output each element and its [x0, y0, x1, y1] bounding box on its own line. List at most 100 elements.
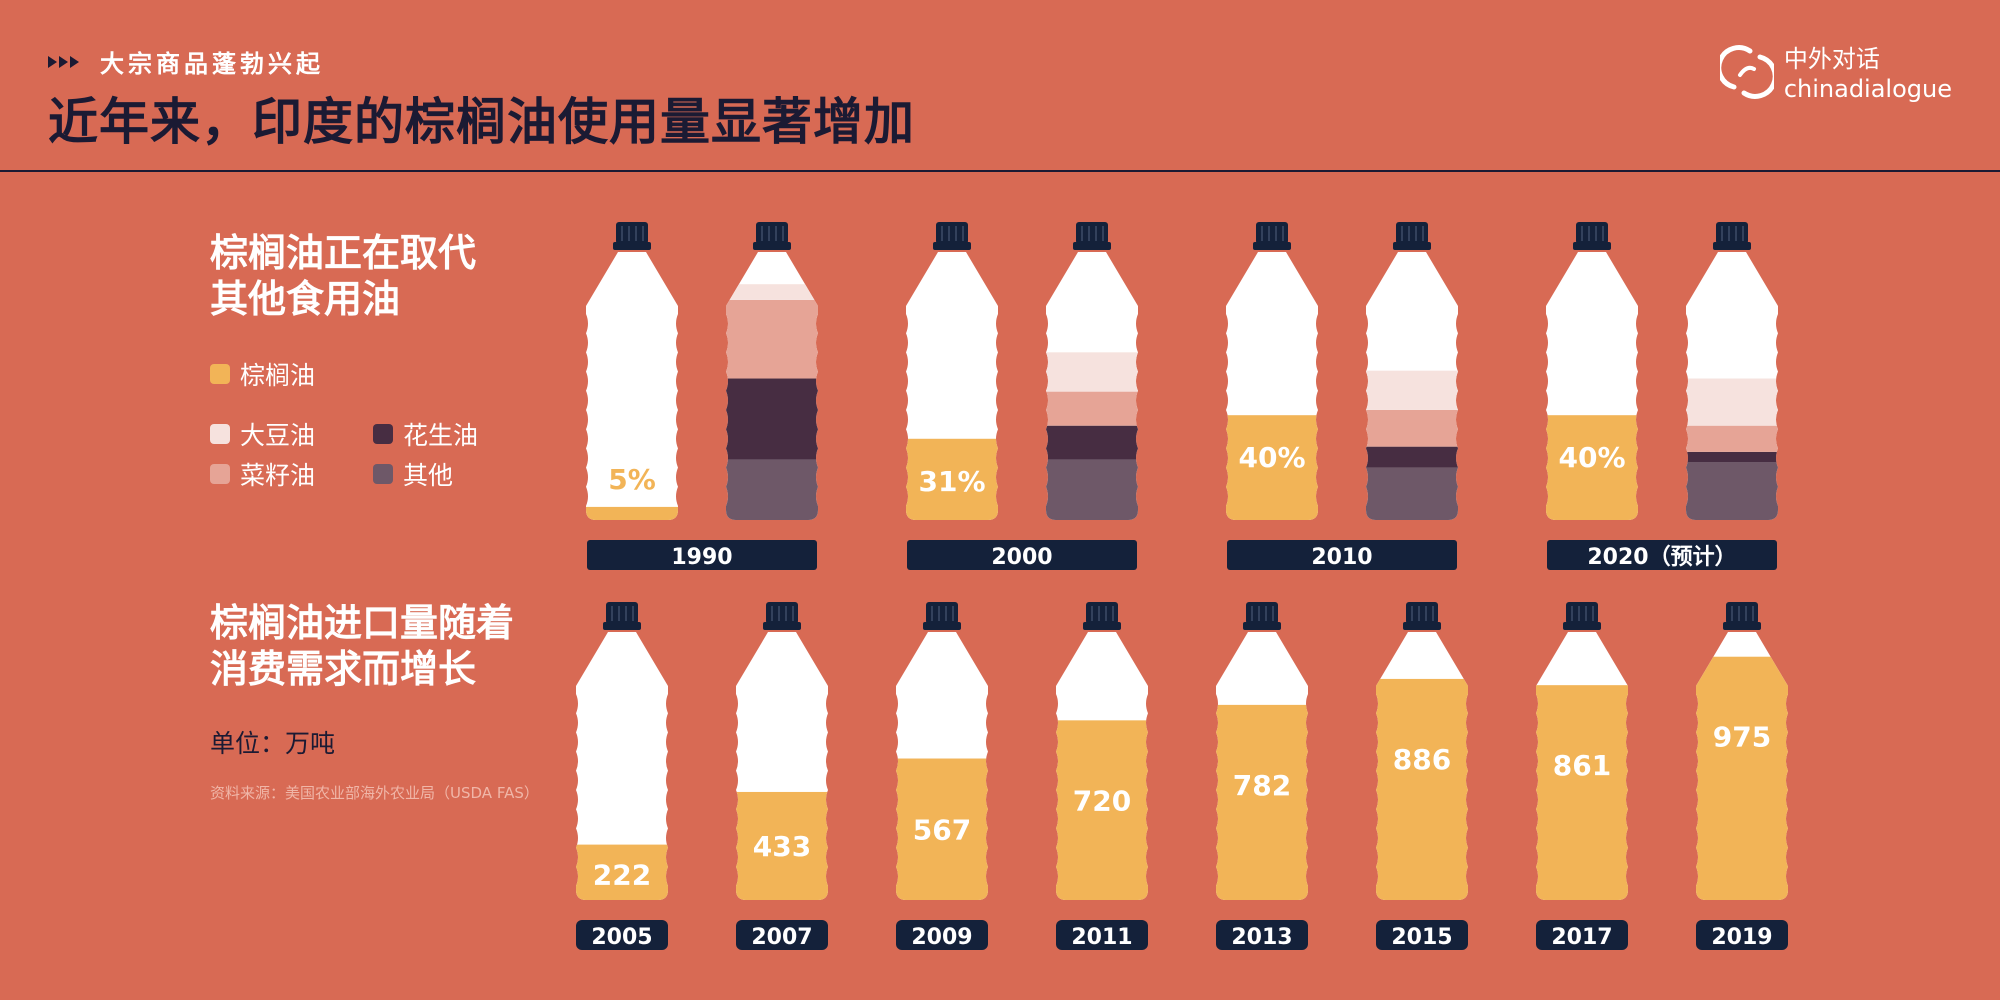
legend-peanut-label: 花生油	[403, 421, 479, 450]
import-year-label-4: 2013	[1231, 925, 1292, 950]
import-year-tag-1	[736, 920, 828, 950]
import-bottle-7-contents	[1696, 656, 1788, 900]
others-bottle-1-cap	[1076, 222, 1108, 244]
kicker-text: 大宗商品蓬勃兴起	[100, 50, 324, 78]
import-year-tag-7	[1696, 920, 1788, 950]
import-year-label-3: 2011	[1071, 925, 1132, 950]
others-bottle-3-cap-ring	[1713, 242, 1751, 250]
brand-logo[interactable]: 中外对话 chinadialogue	[1716, 44, 1952, 104]
others-bottle-2-contents	[1366, 370, 1458, 520]
others-bottle-0-cap	[756, 222, 788, 244]
import-value-5: 886	[1393, 743, 1451, 776]
year-label-3: 2020（预计）	[1587, 545, 1736, 570]
legend-palm: 棕榈油	[210, 356, 315, 392]
legend-peanut: 花生油	[373, 416, 478, 452]
other-swatch	[373, 464, 393, 484]
legend-soy-label: 大豆油	[240, 421, 316, 450]
import-bottle-1-cap-ring	[763, 622, 801, 630]
legend-soy: 大豆油	[210, 416, 315, 452]
others-bottle-0-contents	[726, 284, 818, 520]
import-fill-3	[1056, 720, 1148, 900]
legend-other-label: 其他	[403, 461, 454, 490]
import-value-1: 433	[753, 830, 811, 863]
import-bottle-3-cap	[1086, 602, 1118, 624]
share-bottle-0-contents	[586, 506, 678, 520]
layer-soy-0	[726, 284, 818, 300]
share-bottle-2-cap	[1256, 222, 1288, 244]
import-bottle-0-body	[576, 632, 668, 900]
layer-soy-2	[1366, 370, 1458, 410]
palm-share-label-1: 31%	[918, 465, 985, 498]
layer-soy-3	[1686, 378, 1778, 426]
kicker: 大宗商品蓬勃兴起	[48, 44, 324, 79]
import-year-label-7: 2019	[1711, 925, 1772, 950]
layer-peanut-3	[1686, 451, 1778, 463]
section2-title-line1: 棕榈油进口量随着	[210, 601, 515, 645]
share-bottle-2-contents	[1226, 415, 1318, 520]
import-year-label-5: 2015	[1391, 925, 1452, 950]
import-year-label-0: 2005	[591, 925, 652, 950]
year-tag-2	[1227, 540, 1457, 570]
import-year-label-2: 2009	[911, 925, 972, 950]
year-tag-1	[907, 540, 1137, 570]
others-bottle-1-cap-ring	[1073, 242, 1111, 250]
chinadialogue-logo-icon	[1716, 45, 1778, 103]
rapeseed-swatch	[210, 464, 230, 484]
import-year-tag-5	[1376, 920, 1468, 950]
palm-share-label-3: 40%	[1558, 441, 1625, 474]
year-tag-3	[1547, 540, 1777, 570]
year-label-2: 2010	[1311, 545, 1372, 570]
import-bottle-1-cap	[766, 602, 798, 624]
year-label-1: 2000	[991, 545, 1052, 570]
import-year-tag-3	[1056, 920, 1148, 950]
import-bottle-7-cap-ring	[1723, 622, 1761, 630]
share-bottle-2-cap-ring	[1253, 242, 1291, 250]
import-bottle-5-cap-ring	[1403, 622, 1441, 630]
import-bottle-2-cap	[926, 602, 958, 624]
layer-rapeseed-1	[1046, 391, 1138, 426]
import-bottle-4-contents	[1216, 704, 1308, 900]
import-bottle-3-cap-ring	[1083, 622, 1121, 630]
import-bottle-6-contents	[1536, 685, 1628, 900]
import-bottle-2-cap-ring	[923, 622, 961, 630]
legend-other: 其他	[373, 456, 453, 492]
import-year-tag-6	[1536, 920, 1628, 950]
share-bottle-1-cap	[936, 222, 968, 244]
import-fill-2	[896, 758, 988, 900]
import-bottle-7-cap	[1726, 602, 1758, 624]
unit-label: 单位：万吨	[210, 729, 336, 758]
import-value-2: 567	[913, 813, 971, 846]
share-bottle-0-cap	[616, 222, 648, 244]
others-bottle-3-cap	[1716, 222, 1748, 244]
section2-title-line2: 消费需求而增长	[210, 647, 477, 691]
palm-share-label-2: 40%	[1238, 441, 1305, 474]
palm-fill-0	[586, 506, 678, 520]
legend-rapeseed: 菜籽油	[210, 456, 315, 492]
import-bottle-0-cap-ring	[603, 622, 641, 630]
import-fill-6	[1536, 685, 1628, 900]
import-fill-4	[1216, 704, 1308, 900]
import-fill-5	[1376, 678, 1468, 900]
import-bottle-5-cap	[1406, 602, 1438, 624]
import-fill-0	[576, 844, 668, 900]
import-fill-1	[736, 791, 828, 900]
import-value-6: 861	[1553, 749, 1611, 782]
layer-other-0	[726, 459, 818, 520]
layer-other-2	[1366, 467, 1458, 520]
import-bottle-0-cap	[606, 602, 638, 624]
brand-name-en: chinadialogue	[1783, 75, 1952, 103]
layer-rapeseed-0	[726, 299, 818, 379]
import-year-tag-2	[896, 920, 988, 950]
share-bottle-1-contents	[906, 438, 998, 520]
layer-peanut-2	[1366, 446, 1458, 468]
import-bottle-5-contents	[1376, 678, 1468, 900]
palm-swatch	[210, 364, 230, 384]
import-bottle-6-cap	[1566, 602, 1598, 624]
brand-name-cn: 中外对话	[1783, 45, 1880, 73]
others-bottle-2-cap-ring	[1393, 242, 1431, 250]
triple-arrow-icon	[48, 54, 82, 70]
import-value-4: 782	[1233, 769, 1291, 802]
share-bottle-3-cap-ring	[1573, 242, 1611, 250]
section1-title: 棕榈油正在取代 其他食用油	[210, 230, 476, 322]
import-value-0: 222	[593, 858, 651, 891]
